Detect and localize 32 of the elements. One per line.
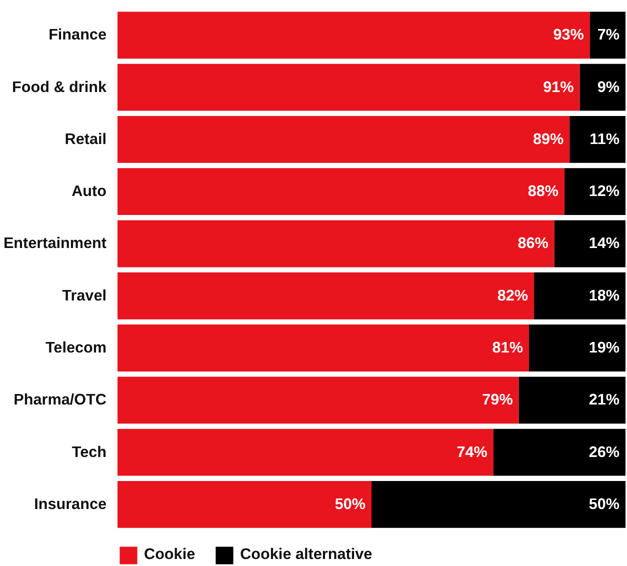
data-label: 7%	[597, 26, 620, 44]
legend-label: Cookie	[144, 546, 196, 564]
data-label: 74%	[456, 444, 488, 461]
data-label: 11%	[590, 130, 620, 148]
y-tick-label: Telecom	[45, 340, 107, 357]
data-label: 26%	[588, 444, 620, 461]
data-label: 12%	[588, 183, 620, 200]
data-label: 50%	[334, 496, 366, 513]
data-label: 89%	[532, 130, 564, 148]
data-label: 81%	[492, 340, 524, 357]
data-label: 79%	[482, 392, 514, 409]
y-tick-label: Retail	[64, 130, 107, 148]
y-tick-label: Entertainment	[3, 235, 107, 252]
y-tick-label: Finance	[48, 26, 107, 44]
data-label: 86%	[518, 235, 549, 252]
data-label: 50%	[588, 496, 620, 513]
y-tick-label: Travel	[62, 287, 107, 304]
data-label: 14%	[588, 235, 620, 252]
y-tick-label: Insurance	[34, 496, 107, 513]
y-tick-label: Pharma/OTC	[14, 392, 107, 409]
data-label: 9%	[597, 78, 620, 96]
data-label: 91%	[543, 78, 574, 96]
legend-label: Cookie alternative	[240, 546, 372, 564]
y-tick-label: Food & drink	[12, 78, 107, 96]
data-label: 82%	[497, 287, 528, 304]
y-tick-label: Tech	[72, 444, 107, 461]
data-label: 21%	[588, 392, 620, 409]
data-label: 19%	[588, 340, 620, 357]
data-label: 18%	[588, 287, 620, 304]
data-label: 93%	[553, 26, 584, 44]
data-label: 88%	[528, 183, 559, 200]
y-tick-label: Auto	[72, 183, 107, 200]
